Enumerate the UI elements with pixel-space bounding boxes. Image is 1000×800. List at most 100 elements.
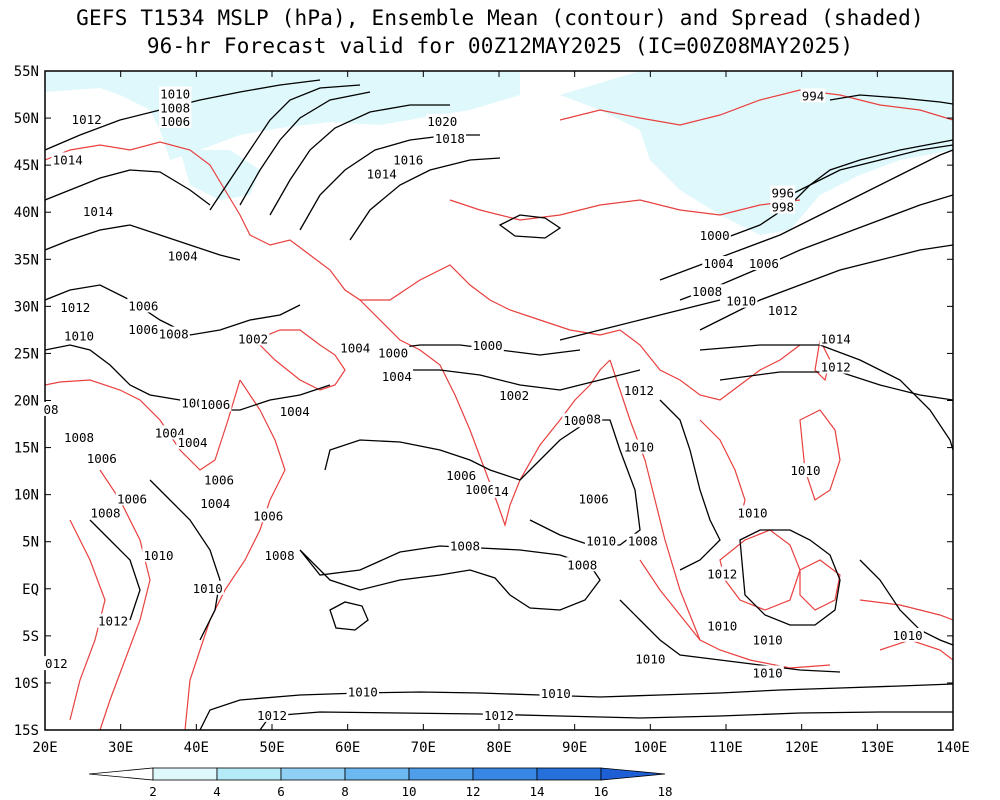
lat-label: 10S <box>14 676 39 692</box>
contour-label-bg <box>448 538 482 553</box>
contour-label: 1012 <box>257 708 287 723</box>
contour-label-bg <box>62 430 96 445</box>
contour-label: 1012 <box>768 303 798 318</box>
lat-label: 35N <box>14 252 39 268</box>
contour-label-bg <box>199 397 232 412</box>
contour-label: 1004 <box>168 248 198 263</box>
contour-label: 1016 <box>393 152 423 167</box>
contour-label: 1006 <box>446 468 476 483</box>
map-title-line-1: GEFS T1534 MSLP (hPa), Ensemble Mean (co… <box>76 6 924 30</box>
contour-label-bg <box>539 686 572 701</box>
contour-label-bg <box>463 481 497 496</box>
contour-label: 1008 <box>628 534 658 549</box>
lon-label: 130E <box>860 740 894 756</box>
contour-label: 1006 <box>465 482 495 497</box>
contour-label-bg <box>634 651 667 666</box>
contour-label: 08 <box>44 402 59 417</box>
contour-label-bg <box>43 656 69 671</box>
colorbar-tick-label: 8 <box>341 784 349 799</box>
contour-label-bg <box>278 403 311 418</box>
contour-label: 1006 <box>160 114 190 129</box>
contour-label: 1006 <box>128 298 158 313</box>
contour-label: 1008 <box>265 548 295 563</box>
colorbar-tick-label: 18 <box>657 784 672 799</box>
contour-label: 1010 <box>753 633 783 648</box>
contour-label: 1004 <box>200 496 230 511</box>
contour-label-bg <box>236 331 270 346</box>
contour-label: 1010 <box>193 581 223 596</box>
contour-label: 1010 <box>726 294 756 309</box>
colorbar-tick-label: 4 <box>213 784 221 799</box>
contour-label: 1010 <box>790 463 820 478</box>
contour-label-bg <box>492 483 510 498</box>
colorbar-swatch <box>408 767 474 781</box>
contour-label: 1008 <box>567 557 597 572</box>
contour-label-bg <box>444 467 478 482</box>
contour-label-bg <box>706 618 739 633</box>
contour-label: 1012 <box>821 360 851 375</box>
contour-label-bg <box>626 533 659 548</box>
contour-label-bg <box>51 152 84 167</box>
contour-label: 998 <box>771 200 794 215</box>
colorbar-swatch <box>216 767 282 781</box>
contour-label: 100 <box>563 413 586 428</box>
colorbar-swatch <box>152 767 218 781</box>
colorbar-labels: 2 4 6 8 10 12 14 16 18 <box>149 784 672 799</box>
contour-label-bg <box>698 227 731 242</box>
axis-ticks <box>44 70 954 731</box>
map-title-line-2: 96-hr Forecast valid for 00Z12MAY2025 (I… <box>146 34 854 58</box>
contour-label-bg <box>747 255 781 270</box>
contour-label: 1014 <box>821 331 851 346</box>
lon-label: 80E <box>486 740 511 756</box>
contour-label: 1004 <box>703 256 733 271</box>
contour-label-bg <box>751 665 784 680</box>
contour-label-bg <box>706 566 739 581</box>
contour-label: 1000 <box>378 345 408 360</box>
contour-label-bg <box>96 613 130 628</box>
contour-label: 1004 <box>177 435 207 450</box>
lon-label: 100E <box>633 740 667 756</box>
contour-label-bg <box>426 113 459 128</box>
contour-label-bg <box>433 130 467 145</box>
lon-label: 90E <box>562 740 587 756</box>
contour-label: 1006 <box>128 322 158 337</box>
contour-label-bg <box>690 284 724 299</box>
contour-label: 1010 <box>635 651 665 666</box>
contour-label: 1020 <box>427 114 457 129</box>
contour-label-bg <box>180 395 205 410</box>
contour-label: 1018 <box>435 131 465 146</box>
lon-label: 30E <box>108 740 133 756</box>
contour-label: 1010 <box>64 328 94 343</box>
contour-label: 1008 <box>160 101 190 116</box>
contour-label-bg <box>562 413 588 428</box>
lat-label: 15N <box>14 441 39 457</box>
contour-label-bg <box>819 359 852 374</box>
longitude-labels: 20E 30E 40E 50E 60E 70E 80E 90E 100E 110E 120E 130E… <box>32 740 970 756</box>
contour-label: 1012 <box>60 300 90 315</box>
contour-label-bg <box>176 434 209 449</box>
contour-label: 996 <box>771 185 794 200</box>
contour-label-bg <box>891 627 924 642</box>
contour-label: 1008 <box>90 505 120 520</box>
contour-label-bg <box>42 401 60 416</box>
contour-label-bg <box>127 298 160 313</box>
colorbar-tick-label: 10 <box>401 784 416 799</box>
contour-label-bg <box>70 111 103 126</box>
contour-label: 1006 <box>87 451 117 466</box>
contour-label-bg <box>127 321 160 336</box>
contour-label: 1006 <box>749 256 779 271</box>
contour-label-bg <box>770 185 796 200</box>
colorbar-swatch <box>344 767 410 781</box>
colorbar-swatch <box>536 767 602 781</box>
colorbar-cap-left <box>88 767 154 781</box>
contour-label: 1000 <box>473 338 503 353</box>
contour-label-bg <box>376 345 410 360</box>
lon-label: 50E <box>259 740 284 756</box>
colorbar-tick-label: 16 <box>593 784 608 799</box>
contour-label: 1002 <box>499 388 529 403</box>
contour-label: 1006 <box>204 473 234 488</box>
lat-label: 5S <box>22 629 39 645</box>
contour-label: 994 <box>802 88 825 103</box>
contour-label: 012 <box>45 656 68 671</box>
